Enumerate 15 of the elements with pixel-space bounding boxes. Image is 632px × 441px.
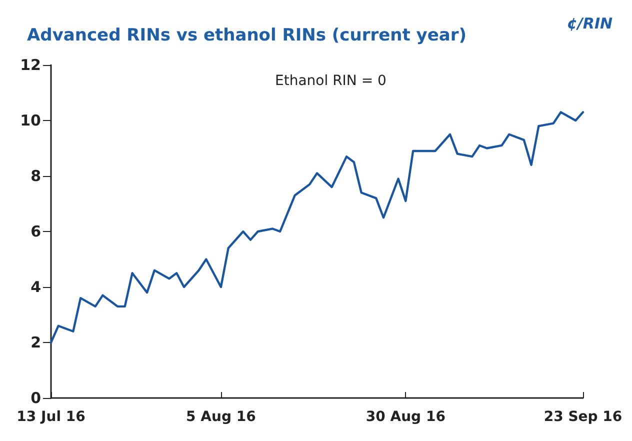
y-tick-label: 2	[30, 334, 41, 352]
x-tick-label: 30 Aug 16	[366, 409, 446, 425]
chart-title: Advanced RINs vs ethanol RINs (current year)	[27, 26, 467, 46]
x-tick-label: 13 Jul 16	[16, 409, 86, 425]
y-tick-label: 8	[30, 167, 41, 185]
y-tick-label: 10	[20, 112, 41, 130]
y-tick-label: 0	[30, 389, 41, 407]
y-tick-label: 6	[30, 222, 41, 240]
annotation: Ethanol RIN = 0	[275, 73, 386, 89]
line-series	[50, 111, 584, 344]
x-tick-label: 23 Sep 16	[544, 409, 622, 425]
y-tick-label: 4	[30, 278, 41, 296]
x-tick-label: 5 Aug 16	[186, 409, 256, 425]
y-tick-label: 12	[20, 56, 41, 74]
y-axis-title: ¢/RIN	[567, 14, 614, 32]
